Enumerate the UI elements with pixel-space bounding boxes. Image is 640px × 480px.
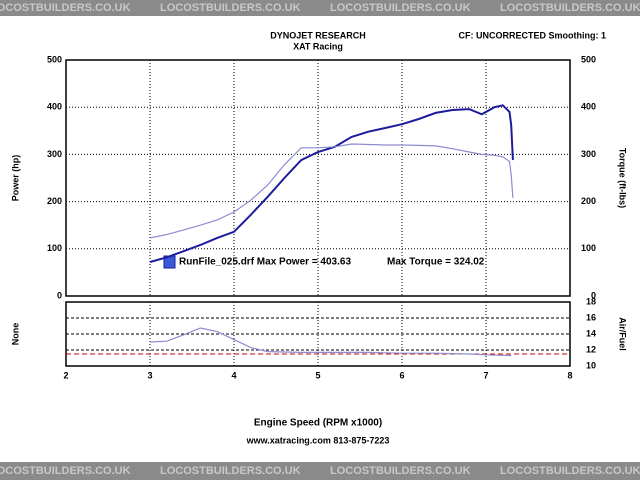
watermark: LOCOSTBUILDERS.CO.UK (330, 2, 471, 14)
x-axis-label: Engine Speed (RPM x1000) (254, 418, 382, 429)
y2-tick-label: 500 (581, 54, 596, 64)
y2-tick-label: 100 (581, 243, 596, 253)
y2-axis-label: Torque (ft-lbs) (618, 148, 628, 208)
watermark: LOCOSTBUILDERS.CO.UK (0, 465, 131, 477)
x-tick-label: 2 (63, 370, 68, 380)
annotation: Max Torque = 324.02 (387, 257, 485, 268)
plot-frame (65, 59, 571, 297)
x-tick-label: 8 (567, 370, 572, 380)
y2-tick-label: 200 (581, 196, 596, 206)
y2-tick-label: 16 (586, 312, 596, 322)
y2-axis-label: Air/Fuel (618, 317, 628, 351)
header-subtitle: XAT Racing (293, 41, 343, 51)
x-tick-label: 7 (483, 370, 488, 380)
y-tick-label: 500 (47, 54, 62, 64)
y2-tick-label: 10 (586, 360, 596, 370)
watermark: LOCOSTBUILDERS.CO.UK (500, 465, 640, 477)
watermark-band (0, 0, 640, 16)
series-line (149, 327, 512, 357)
y-tick-label: 400 (47, 102, 62, 112)
y-tick-label: 300 (47, 149, 62, 159)
y2-tick-label: 12 (586, 344, 596, 354)
watermark: LOCOSTBUILDERS.CO.UK (160, 2, 301, 14)
y-tick-label: 100 (47, 243, 62, 253)
y-tick-label: 0 (57, 290, 62, 300)
watermark: LOCOSTBUILDERS.CO.UK (330, 465, 471, 477)
plot-frame (65, 301, 571, 367)
y2-tick-label: 14 (586, 328, 596, 338)
y2-tick-label: 18 (586, 296, 596, 306)
y-axis-label: None (10, 323, 20, 346)
watermark: LOCOSTBUILDERS.CO.UK (0, 2, 131, 14)
header-settings: CF: UNCORRECTED Smoothing: 1 (459, 30, 607, 40)
x-tick-label: 4 (231, 370, 236, 380)
watermark: LOCOSTBUILDERS.CO.UK (500, 2, 640, 14)
watermark-band (0, 462, 640, 480)
series-line (149, 104, 514, 263)
y2-tick-label: 400 (581, 102, 596, 112)
y2-tick-label: 300 (581, 149, 596, 159)
annotation: RunFile_025.drf Max Power = 403.63 (179, 257, 351, 268)
watermark: LOCOSTBUILDERS.CO.UK (160, 465, 301, 477)
x-tick-label: 6 (399, 370, 404, 380)
y-tick-label: 200 (47, 196, 62, 206)
y-axis-label: Power (hp) (10, 155, 20, 202)
x-tick-label: 5 (315, 370, 320, 380)
series-line (149, 143, 514, 239)
header-title: DYNOJET RESEARCH (270, 30, 366, 40)
footer: www.xatracing.com 813-875-7223 (246, 435, 390, 445)
y2-tick-label: 0 (591, 290, 596, 300)
x-tick-label: 3 (147, 370, 152, 380)
